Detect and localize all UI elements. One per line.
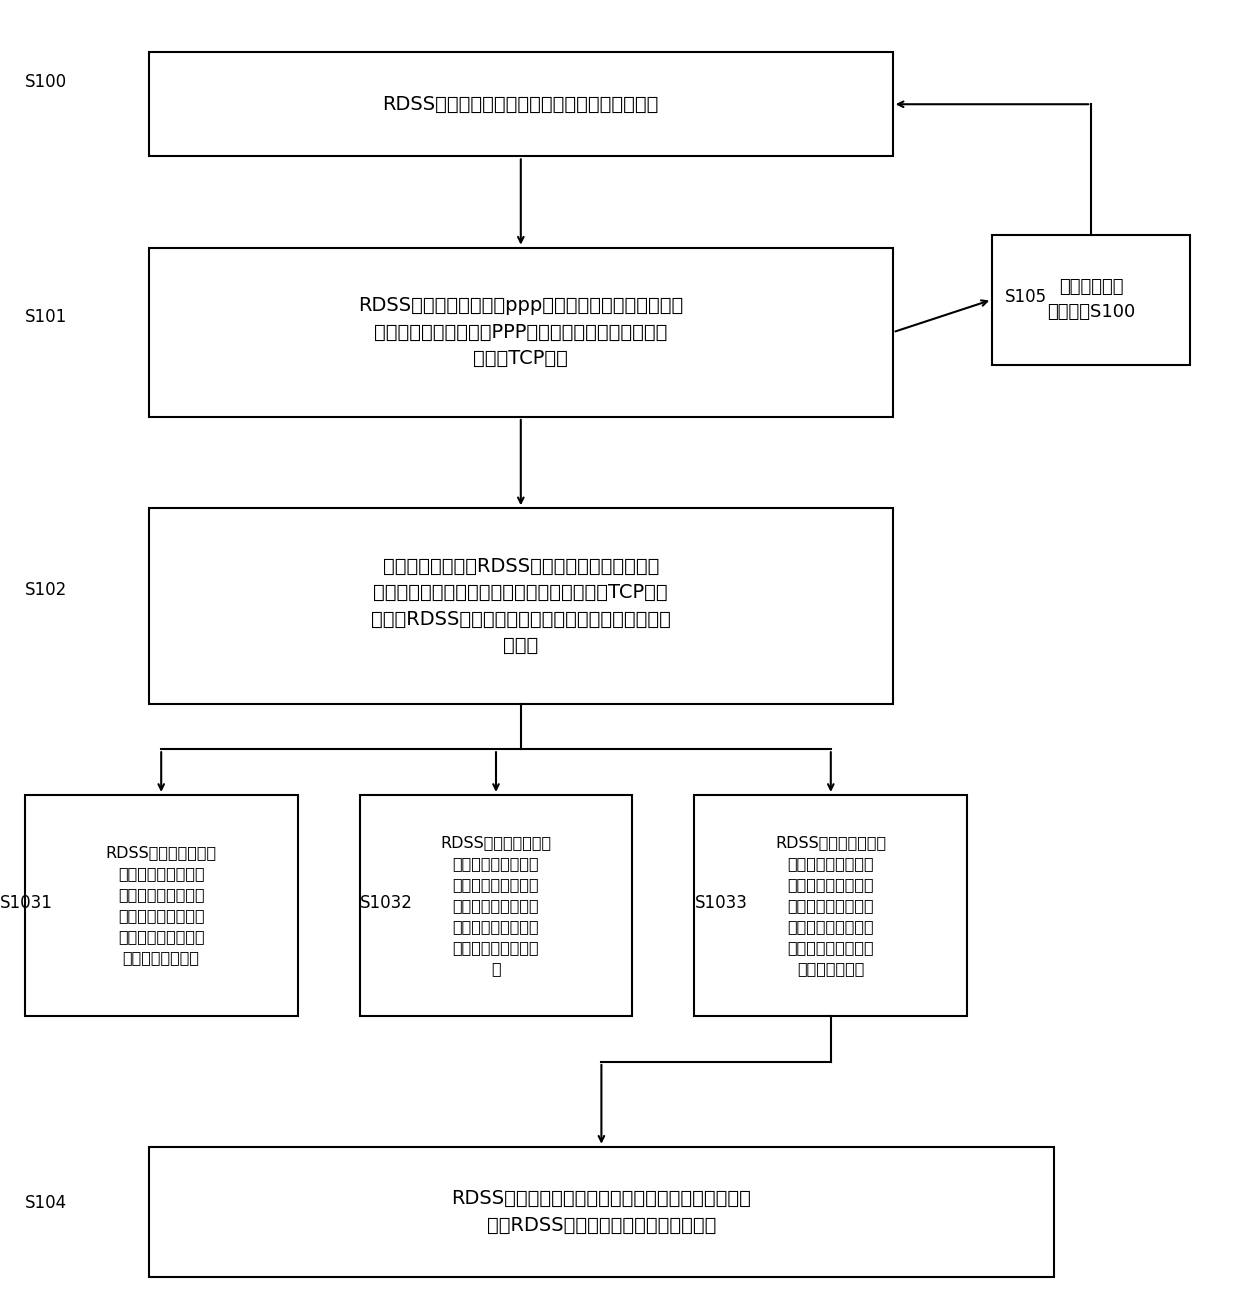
FancyBboxPatch shape (360, 795, 632, 1016)
FancyBboxPatch shape (149, 52, 893, 156)
Text: S105: S105 (1004, 288, 1047, 306)
Text: S1032: S1032 (360, 894, 413, 912)
Text: RDSS北斗通信模块对第二数据进行压缩处理后，通过
北斗RDSS通信链路分片传送给北斗卫星: RDSS北斗通信模块对第二数据进行压缩处理后，通过 北斗RDSS通信链路分片传送… (451, 1190, 751, 1234)
FancyBboxPatch shape (149, 1147, 1054, 1277)
Text: RDSS北斗通信模块利
用配置的协据解析单
元解析第一数据中的
心跳包，并在接收成
功后向所述电力计量
终端回复心跳确认信
息: RDSS北斗通信模块利 用配置的协据解析单 元解析第一数据中的 心跳包，并在接收… (440, 835, 552, 976)
FancyBboxPatch shape (25, 795, 298, 1016)
Text: 拨号应答成功后，RDSS北斗通信模块向电力计量
终端发送确认信息，以与电力计量终端的建立TCP连接
，并且RDSS北斗通信模块获取电力计量终端传送第一
数据。: 拨号应答成功后，RDSS北斗通信模块向电力计量 终端发送确认信息，以与电力计量终… (371, 556, 671, 655)
Text: RDSS北斗通信模块利
用配置的数据解析单
元解析第一数据并获
取第二数据，并在成
功接收第一数据后向
所述电力计量终端回
复接收确认信息: RDSS北斗通信模块利 用配置的数据解析单 元解析第一数据并获 取第二数据，并在… (775, 835, 887, 976)
FancyBboxPatch shape (149, 508, 893, 704)
FancyBboxPatch shape (992, 235, 1190, 365)
FancyBboxPatch shape (149, 248, 893, 417)
Text: S1031: S1031 (0, 894, 53, 912)
Text: RDSS北斗通信模块利
用配置的数据解析单
元解析第一数据中的
登录包，并在接收成
功后向电力计量终端
回复登录确认信息: RDSS北斗通信模块利 用配置的数据解析单 元解析第一数据中的 登录包，并在接收… (105, 846, 217, 966)
Text: S102: S102 (25, 581, 67, 599)
FancyBboxPatch shape (694, 795, 967, 1016)
Text: S101: S101 (25, 308, 67, 326)
Text: S1033: S1033 (694, 894, 748, 912)
Text: 若拨号失败，
返回步骤S100: 若拨号失败， 返回步骤S100 (1047, 278, 1136, 322)
Text: S104: S104 (25, 1194, 67, 1212)
Text: RDSS北斗通信模块与电力计量终端建立信号连接: RDSS北斗通信模块与电力计量终端建立信号连接 (383, 95, 658, 113)
Text: RDSS北斗通信模块模拟ppp拨号服务端，对电力计量终
端发出的拨号信号进行PPP拨号应答，以与电力计量终
端建立TCP连接: RDSS北斗通信模块模拟ppp拨号服务端，对电力计量终 端发出的拨号信号进行PP… (358, 296, 683, 369)
Text: S100: S100 (25, 73, 67, 91)
